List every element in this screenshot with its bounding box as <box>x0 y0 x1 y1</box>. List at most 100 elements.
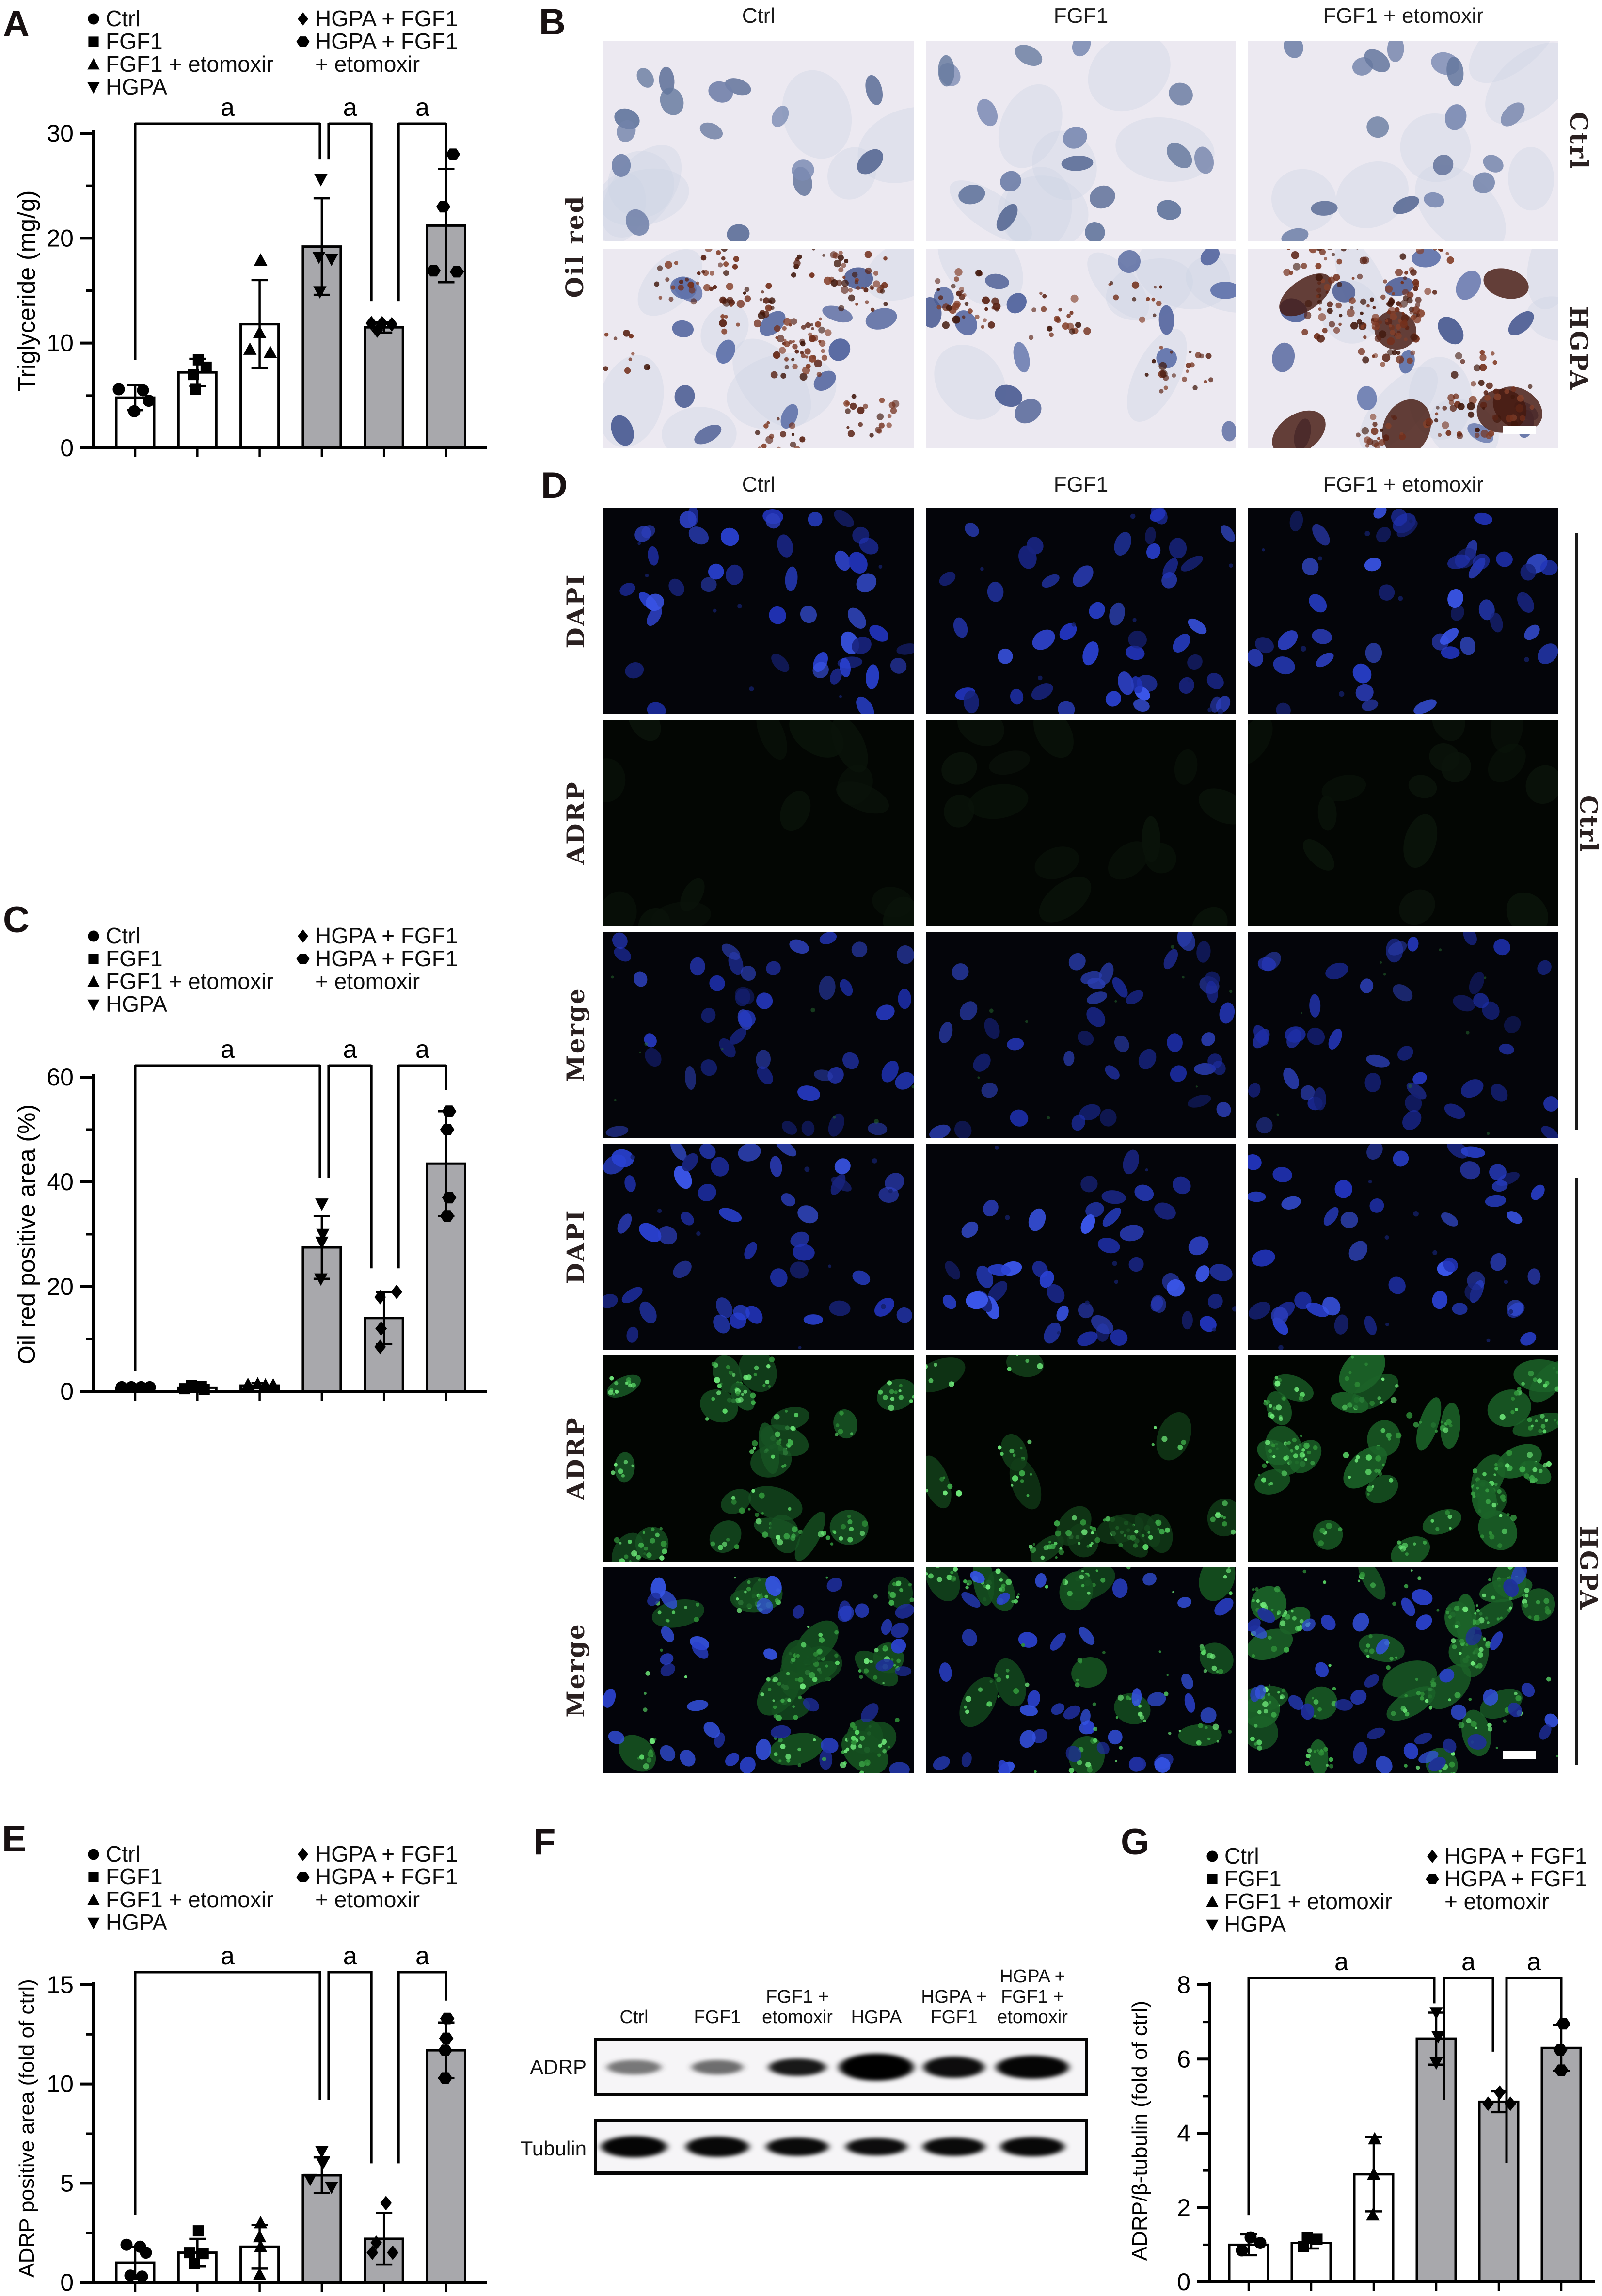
legend-label: Ctrl <box>106 923 141 948</box>
circle-marker-icon <box>86 9 106 28</box>
panel-d-ctrl-group-line <box>1575 533 1578 1130</box>
circle-marker-icon <box>86 926 106 945</box>
hexagon-marker-icon <box>296 1867 315 1886</box>
legend-item: Ctrl <box>86 1841 273 1866</box>
panel-d-column-header-fgf1: FGF1 <box>1053 473 1109 496</box>
micrograph-oilred-hgpa-fgf1 <box>926 249 1236 448</box>
svg-text:a: a <box>343 1942 357 1970</box>
svg-text:0: 0 <box>60 2269 74 2296</box>
legend-label: HGPA <box>106 74 167 99</box>
micrograph-oilred-ctrl-fgf1 <box>926 41 1236 241</box>
legend-item: Ctrl <box>86 923 273 948</box>
legend-item: HGPA + FGF1 <box>1425 1866 1587 1891</box>
legend-item: HGPA + FGF1 <box>296 1864 458 1889</box>
panel-b-right-label-hgpa: HGPA <box>1565 306 1593 391</box>
svg-text:0: 0 <box>60 1378 74 1405</box>
micrograph-merge-ctrl-fgf1-etomoxir <box>1248 932 1558 1138</box>
legend-item: HGPA <box>1205 1911 1392 1937</box>
triangle-down-marker-icon <box>86 1913 106 1932</box>
svg-text:a: a <box>221 1036 235 1064</box>
triangle-up-marker-icon <box>86 972 106 991</box>
triangle-up-marker-icon <box>86 54 106 74</box>
micrograph-dapi-ctrl-ctrl <box>603 508 914 714</box>
legend-label: HGPA + FGF1 <box>315 1864 458 1889</box>
legend-panel-e-col2: HGPA + FGF1 HGPA + FGF1 + etomoxir <box>296 1841 458 1912</box>
legend-label: HGPA + FGF1 <box>315 28 458 54</box>
panel-d-row-label-merge-2: Merge <box>561 1623 590 1718</box>
panel-b-row-label-oil-red: Oil red <box>560 194 589 298</box>
legend-label: FGF1 <box>106 1864 163 1889</box>
legend-label: + etomoxir <box>1444 1888 1550 1914</box>
triangle-down-marker-icon <box>1205 1914 1224 1934</box>
micrograph-adrp-hgpa-fgf1 <box>926 1355 1236 1562</box>
svg-text:0: 0 <box>1177 2268 1190 2296</box>
legend-item: HGPA <box>86 1909 273 1935</box>
legend-label: HGPA <box>106 1909 167 1935</box>
svg-text:10: 10 <box>47 2071 74 2098</box>
svg-text:10: 10 <box>47 330 74 357</box>
blot-lane-label-hgpa-fgf1: HGPA + FGF1 <box>921 1987 987 2027</box>
western-blot-tubulin <box>594 2119 1088 2175</box>
legend-label: FGF1 <box>106 945 163 971</box>
legend-item: FGF1 + etomoxir <box>86 51 273 77</box>
panel-d-letter: D <box>541 465 568 506</box>
legend-label: + etomoxir <box>315 968 420 994</box>
micrograph-merge-ctrl-fgf1 <box>926 932 1236 1138</box>
legend-panel-e-col1: Ctrl FGF1 FGF1 + etomoxir HGPA <box>86 1841 274 1935</box>
panel-d-right-label-ctrl: Ctrl <box>1574 795 1602 854</box>
svg-text:5: 5 <box>60 2169 74 2197</box>
micrograph-merge-hgpa-fgf1-etomoxir <box>1248 1567 1558 1773</box>
panel-b-column-header-fgf1: FGF1 <box>1053 4 1109 28</box>
svg-text:a: a <box>1461 1948 1475 1976</box>
legend-label: HGPA + FGF1 <box>1444 1866 1587 1891</box>
legend-label: FGF1 + etomoxir <box>1224 1888 1393 1914</box>
circle-marker-icon <box>86 1844 106 1864</box>
blot-lane-label-fgf1: FGF1 <box>694 2007 741 2027</box>
svg-text:Oil red positive area (%): Oil red positive area (%) <box>13 1104 40 1364</box>
hexagon-marker-icon <box>1425 1869 1444 1888</box>
svg-text:a: a <box>221 1942 235 1970</box>
svg-text:Triglyceride (mg/g): Triglyceride (mg/g) <box>13 191 40 392</box>
svg-text:a: a <box>221 94 235 122</box>
panel-d-column-header-ctrl: Ctrl <box>742 473 776 496</box>
legend-item-continuation: + etomoxir <box>315 968 458 994</box>
legend-item: HGPA + FGF1 <box>296 6 458 31</box>
legend-label: FGF1 + etomoxir <box>106 1886 274 1912</box>
micrograph-dapi-ctrl-fgf1-etomoxir <box>1248 508 1558 714</box>
svg-text:a: a <box>415 1036 429 1064</box>
svg-text:a: a <box>1527 1948 1541 1976</box>
blot-row-label-tubulin: Tubulin <box>520 2137 587 2160</box>
svg-text:15: 15 <box>47 1971 74 1998</box>
triangle-down-marker-icon <box>86 994 106 1014</box>
svg-text:a: a <box>343 1036 357 1064</box>
legend-label: HGPA <box>1224 1911 1286 1937</box>
svg-text:a: a <box>415 94 429 122</box>
blot-row-label-adrp: ADRP <box>530 2056 587 2078</box>
panel-d-column-header-fgf1-etomoxir: FGF1 + etomoxir <box>1323 473 1484 496</box>
micrograph-adrp-ctrl-fgf1-etomoxir <box>1248 720 1558 926</box>
legend-label: HGPA <box>106 991 167 1017</box>
legend-panel-g-col1: Ctrl FGF1 FGF1 + etomoxir HGPA <box>1205 1843 1393 1937</box>
svg-text:ADRP positive area (fold of ct: ADRP positive area (fold of ctrl) <box>15 1979 39 2277</box>
legend-item: FGF1 + etomoxir <box>86 1886 274 1912</box>
micrograph-dapi-ctrl-fgf1 <box>926 508 1236 714</box>
triangle-up-marker-icon <box>1205 1892 1224 1911</box>
legend-panel-c-col1: Ctrl FGF1 FGF1 + etomoxir HGPA <box>86 923 273 1017</box>
triglyceride-bar-chart: 0 10 20 30 Triglyceride (mg/g) a a a <box>13 94 487 462</box>
svg-text:20: 20 <box>47 224 74 252</box>
micrograph-adrp-ctrl-fgf1 <box>926 720 1236 926</box>
legend-label: FGF1 <box>1224 1866 1282 1891</box>
svg-text:a: a <box>415 1942 429 1970</box>
micrograph-oilred-hgpa-fgf1-etomoxir <box>1248 249 1558 448</box>
panel-f-letter: F <box>533 1821 556 1863</box>
micrograph-oilred-ctrl-ctrl <box>603 41 914 241</box>
panel-g-letter: G <box>1121 1821 1150 1863</box>
svg-text:60: 60 <box>47 1064 74 1091</box>
legend-item-continuation: + etomoxir <box>315 1887 458 1912</box>
legend-item-continuation: + etomoxir <box>315 51 458 77</box>
diamond-marker-icon <box>296 9 315 28</box>
legend-item: HGPA + FGF1 <box>296 946 458 971</box>
legend-item: FGF1 + etomoxir <box>1205 1888 1393 1914</box>
legend-label: Ctrl <box>1224 1843 1259 1868</box>
